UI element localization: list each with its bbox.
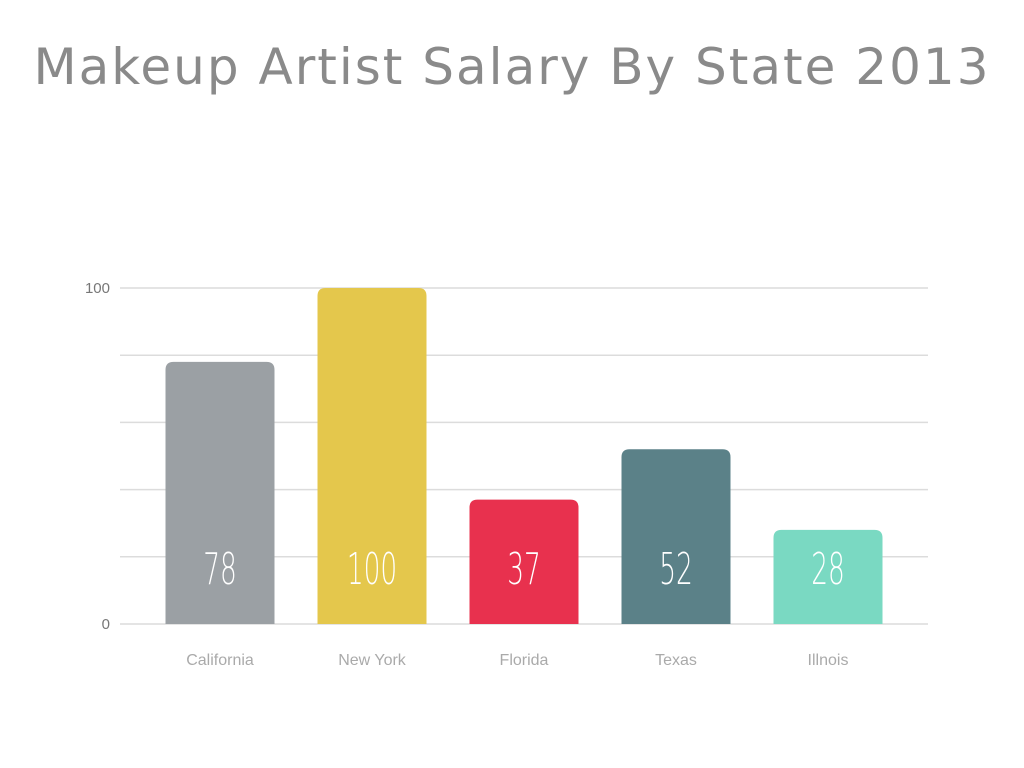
data-label: 100 — [347, 543, 397, 595]
bar-california — [165, 361, 275, 624]
data-label: 52 — [659, 543, 693, 595]
bar-florida — [469, 499, 579, 624]
y-tick-label: 100 — [85, 280, 110, 297]
bar-new-york — [317, 288, 427, 624]
data-label: 28 — [811, 543, 845, 595]
x-tick-label: New York — [338, 652, 407, 669]
x-tick-label: Illnois — [808, 652, 849, 669]
data-label: 78 — [203, 543, 237, 595]
x-tick-label: Texas — [655, 652, 697, 669]
x-tick-label: California — [186, 652, 254, 669]
x-tick-label: Florida — [500, 652, 549, 669]
bar-illnois — [773, 529, 883, 624]
bar-texas — [621, 449, 731, 624]
chart-title: Makeup Artist Salary By State 2013 — [33, 38, 991, 96]
y-tick-label: 0 — [102, 616, 110, 633]
data-label: 37 — [507, 543, 541, 595]
